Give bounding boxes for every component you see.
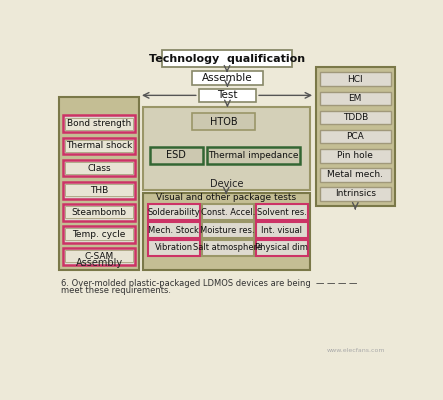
FancyBboxPatch shape — [162, 50, 292, 67]
FancyBboxPatch shape — [63, 248, 135, 265]
FancyBboxPatch shape — [199, 89, 256, 102]
FancyBboxPatch shape — [192, 71, 263, 85]
Text: Mech. Stock: Mech. Stock — [148, 226, 199, 235]
FancyBboxPatch shape — [202, 204, 254, 220]
FancyBboxPatch shape — [63, 160, 135, 176]
Text: meet these requirements.: meet these requirements. — [61, 286, 171, 295]
FancyBboxPatch shape — [320, 72, 391, 86]
Text: Physical dim: Physical dim — [255, 243, 308, 252]
FancyBboxPatch shape — [320, 149, 391, 162]
Text: THB: THB — [90, 186, 108, 194]
Text: Intrinsics: Intrinsics — [335, 189, 376, 198]
FancyBboxPatch shape — [66, 228, 133, 240]
Text: Moisture res.: Moisture res. — [201, 226, 255, 235]
Text: Visual and other package tests: Visual and other package tests — [156, 193, 296, 202]
Text: Const. Accel.: Const. Accel. — [201, 208, 255, 217]
Text: 6. Over-molded plastic-packaged LDMOS devices are being  — — — —: 6. Over-molded plastic-packaged LDMOS de… — [61, 279, 357, 288]
FancyBboxPatch shape — [320, 92, 391, 105]
FancyBboxPatch shape — [63, 204, 135, 220]
Text: www.elecfans.com: www.elecfans.com — [326, 348, 385, 353]
FancyBboxPatch shape — [192, 114, 255, 130]
Text: Solvent res.: Solvent res. — [257, 208, 307, 217]
FancyBboxPatch shape — [148, 222, 200, 238]
FancyBboxPatch shape — [63, 116, 135, 132]
Text: HTOB: HTOB — [210, 117, 237, 127]
FancyBboxPatch shape — [63, 182, 135, 198]
FancyBboxPatch shape — [66, 162, 133, 174]
FancyBboxPatch shape — [63, 226, 135, 243]
FancyBboxPatch shape — [202, 222, 254, 238]
FancyBboxPatch shape — [320, 130, 391, 144]
Text: Test: Test — [217, 90, 238, 100]
FancyBboxPatch shape — [66, 140, 133, 152]
Text: Thermal impedance: Thermal impedance — [209, 150, 299, 160]
Text: Device: Device — [210, 179, 243, 189]
FancyBboxPatch shape — [320, 168, 391, 182]
FancyBboxPatch shape — [66, 184, 133, 196]
Text: Steambomb: Steambomb — [72, 208, 127, 217]
Text: Technology  qualification: Technology qualification — [149, 54, 305, 64]
Text: Assemble: Assemble — [202, 73, 253, 83]
FancyBboxPatch shape — [148, 240, 200, 256]
Text: Salt atmosphere: Salt atmosphere — [193, 243, 262, 252]
FancyBboxPatch shape — [150, 146, 202, 164]
FancyBboxPatch shape — [66, 250, 133, 262]
FancyBboxPatch shape — [66, 206, 133, 218]
Text: Solderability: Solderability — [148, 208, 200, 217]
Text: EM: EM — [349, 94, 362, 103]
FancyBboxPatch shape — [59, 96, 139, 270]
FancyBboxPatch shape — [66, 118, 133, 130]
FancyBboxPatch shape — [207, 146, 300, 164]
Text: C-SAM: C-SAM — [85, 252, 114, 261]
FancyBboxPatch shape — [256, 204, 308, 220]
Text: Pin hole: Pin hole — [338, 151, 373, 160]
Text: ESD: ESD — [166, 150, 186, 160]
Text: Temp. cycle: Temp. cycle — [73, 230, 126, 239]
Text: Int. visual: Int. visual — [261, 226, 302, 235]
FancyBboxPatch shape — [63, 138, 135, 154]
Text: Class: Class — [87, 164, 111, 172]
Text: Assembly: Assembly — [76, 258, 123, 268]
Text: HCI: HCI — [347, 75, 363, 84]
FancyBboxPatch shape — [256, 240, 308, 256]
Text: Thermal shock: Thermal shock — [66, 142, 132, 150]
FancyBboxPatch shape — [143, 193, 310, 270]
FancyBboxPatch shape — [316, 67, 395, 206]
Text: TDDB: TDDB — [343, 113, 368, 122]
FancyBboxPatch shape — [320, 110, 391, 124]
Text: Vibration: Vibration — [155, 243, 193, 252]
Text: Bond strength: Bond strength — [67, 120, 131, 128]
Text: Metal mech.: Metal mech. — [327, 170, 383, 179]
FancyBboxPatch shape — [143, 107, 310, 190]
Text: PCA: PCA — [346, 132, 364, 141]
FancyBboxPatch shape — [320, 187, 391, 201]
FancyBboxPatch shape — [202, 240, 254, 256]
FancyBboxPatch shape — [148, 204, 200, 220]
FancyBboxPatch shape — [256, 222, 308, 238]
